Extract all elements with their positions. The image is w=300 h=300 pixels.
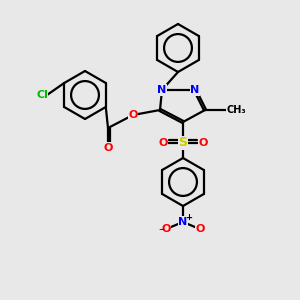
Text: N: N [178, 217, 188, 227]
Text: N: N [158, 85, 166, 95]
Text: +: + [185, 214, 193, 223]
Text: O: O [158, 138, 168, 148]
Text: O: O [198, 138, 208, 148]
Text: S: S [178, 136, 188, 149]
Text: N: N [190, 85, 200, 95]
Text: O: O [128, 110, 138, 120]
Text: O: O [195, 224, 205, 234]
Text: Cl: Cl [36, 90, 48, 100]
Text: ⁻: ⁻ [158, 227, 164, 237]
Text: O: O [103, 143, 113, 153]
Text: CH₃: CH₃ [226, 105, 246, 115]
Text: O: O [161, 224, 171, 234]
